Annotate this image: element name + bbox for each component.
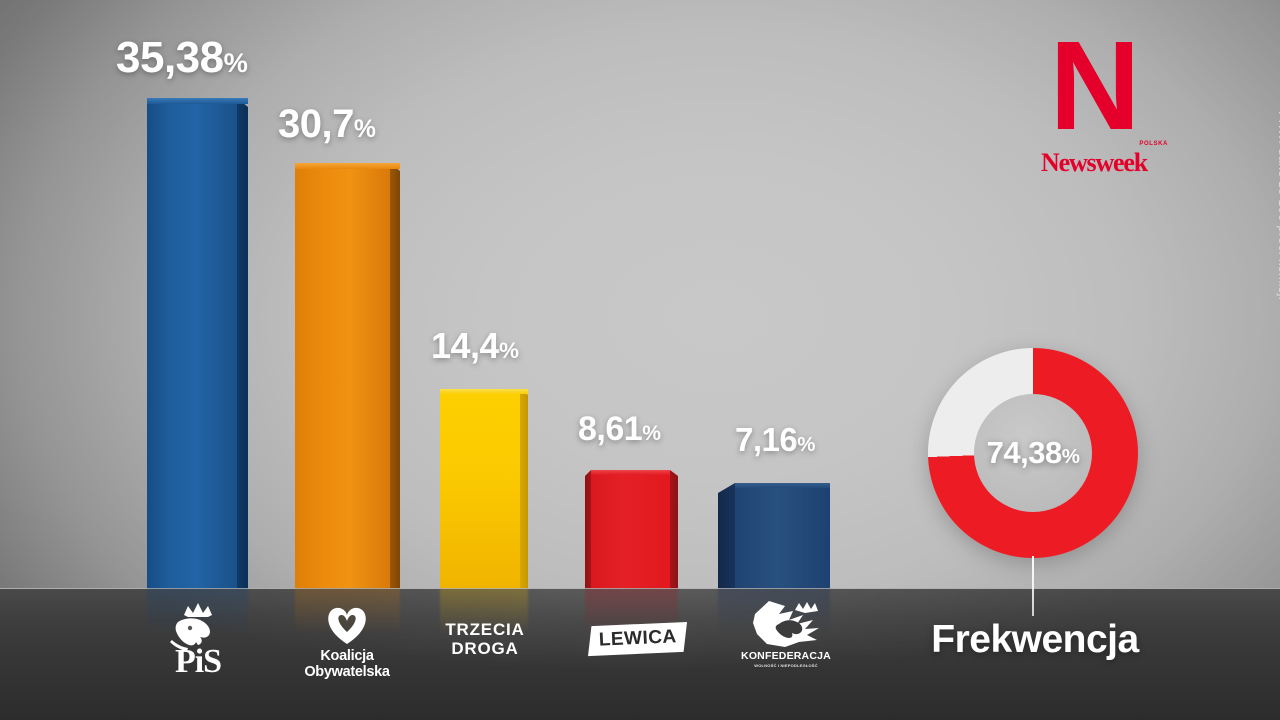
party-logo-trzecia-droga[interactable]: TRZECIA DROGA: [420, 620, 550, 658]
newsweek-wordmark: Newsweek: [1041, 147, 1148, 177]
party-logo-sublabel-konfederacja: WOLNOŚĆ I NIEPODLEGŁOŚĆ: [754, 662, 818, 668]
party-logo-pis[interactable]: PiS: [138, 600, 258, 680]
heart-icon: [328, 607, 366, 644]
bar-pis[interactable]: [147, 98, 248, 588]
percent-symbol-lewica: %: [642, 422, 661, 445]
bar-trzecia-droga[interactable]: [440, 389, 528, 588]
pis-eagle-crown-icon: PiS: [170, 603, 222, 680]
lewica-badge: LEWICA: [588, 621, 688, 657]
turnout-donut-chart[interactable]: 74,38%: [928, 348, 1138, 558]
bar-side-pis: [237, 98, 248, 588]
bar-value-trzecia-droga: 14,4%: [431, 325, 519, 366]
party-logo-koalicja-obywatelska[interactable]: Koalicja Obywatelska: [282, 602, 412, 680]
party-logo-label-lewica: LEWICA: [598, 626, 678, 651]
bar-face-konfederacja: [735, 483, 830, 588]
party-logo-label-konfederacja: KONFEDERACJA: [741, 650, 831, 662]
percent-symbol-td: %: [499, 338, 519, 363]
bar-cap-pis: [147, 98, 248, 104]
bar-reflection-ko: [295, 588, 400, 634]
bar-face-lewica: [591, 470, 670, 588]
party-logo-konfederacja[interactable]: KONFEDERACJA WOLNOŚĆ I NIEPODLEGŁOŚĆ: [726, 598, 846, 668]
turnout-percent-symbol: %: [1061, 445, 1080, 468]
bar-cap-ko: [295, 163, 400, 169]
konfederacja-eagle-icon: [753, 601, 819, 647]
newsweek-n-mark: N: [1049, 15, 1141, 156]
percent-symbol-pis: %: [223, 47, 248, 78]
bar-lewica[interactable]: [585, 470, 678, 588]
party-logo-lewica[interactable]: LEWICA: [586, 621, 690, 657]
bar-face-td: [440, 389, 520, 588]
party-logo-label-ko: Koalicja Obywatelska: [304, 648, 390, 681]
floor-plane: [0, 588, 1280, 720]
bar-value-text-ko: 30,7: [278, 102, 354, 146]
bar-konfederacja[interactable]: [718, 483, 830, 588]
bar-koalicja-obywatelska[interactable]: [295, 163, 400, 588]
bar-side-td: [520, 389, 528, 588]
turnout-label: Frekwencja: [931, 618, 1139, 661]
donut-hole: [974, 394, 1092, 512]
bar-side-lewica-left: [585, 470, 591, 588]
bar-value-lewica: 8,61%: [578, 410, 661, 448]
bar-reflection-td: [440, 588, 528, 634]
party-logo-label-td: TRZECIA DROGA: [445, 620, 525, 659]
newsweek-logo[interactable]: N Newsweek POLSKA: [1018, 23, 1170, 178]
bar-value-pis: 35,38%: [116, 33, 248, 82]
newsweek-edition-label: POLSKA: [1139, 140, 1168, 147]
bar-face-pis: [147, 98, 237, 588]
source-note: PKW: dane ze 100 proc. komisji: [1276, 111, 1280, 300]
bar-value-koalicja-obywatelska: 30,7%: [278, 102, 376, 146]
bar-side-lewica-right: [670, 470, 678, 588]
donut-leader-line: [1032, 556, 1034, 616]
bar-value-text-pis: 35,38: [116, 33, 224, 82]
percent-symbol-konfederacja: %: [797, 433, 815, 456]
turnout-value-text: 74,38: [986, 435, 1063, 470]
percent-symbol-ko: %: [353, 116, 376, 143]
bar-side-konfederacja-left: [718, 483, 735, 588]
newsweek-wordmark-wrap: Newsweek POLSKA: [1018, 141, 1170, 178]
svg-text:PiS: PiS: [175, 643, 221, 676]
bar-side-ko: [390, 163, 400, 588]
bar-cap-konfederacja: [735, 483, 830, 488]
bar-cap-td: [440, 389, 528, 394]
bar-value-text-td: 14,4: [431, 325, 500, 366]
turnout-value: 74,38%: [928, 435, 1138, 471]
bar-value-text-konfederacja: 7,16: [735, 421, 798, 458]
bar-value-text-lewica: 8,61: [578, 410, 643, 448]
bar-value-konfederacja: 7,16%: [735, 423, 815, 456]
bar-face-ko: [295, 163, 390, 588]
bar-cap-lewica: [591, 470, 670, 475]
